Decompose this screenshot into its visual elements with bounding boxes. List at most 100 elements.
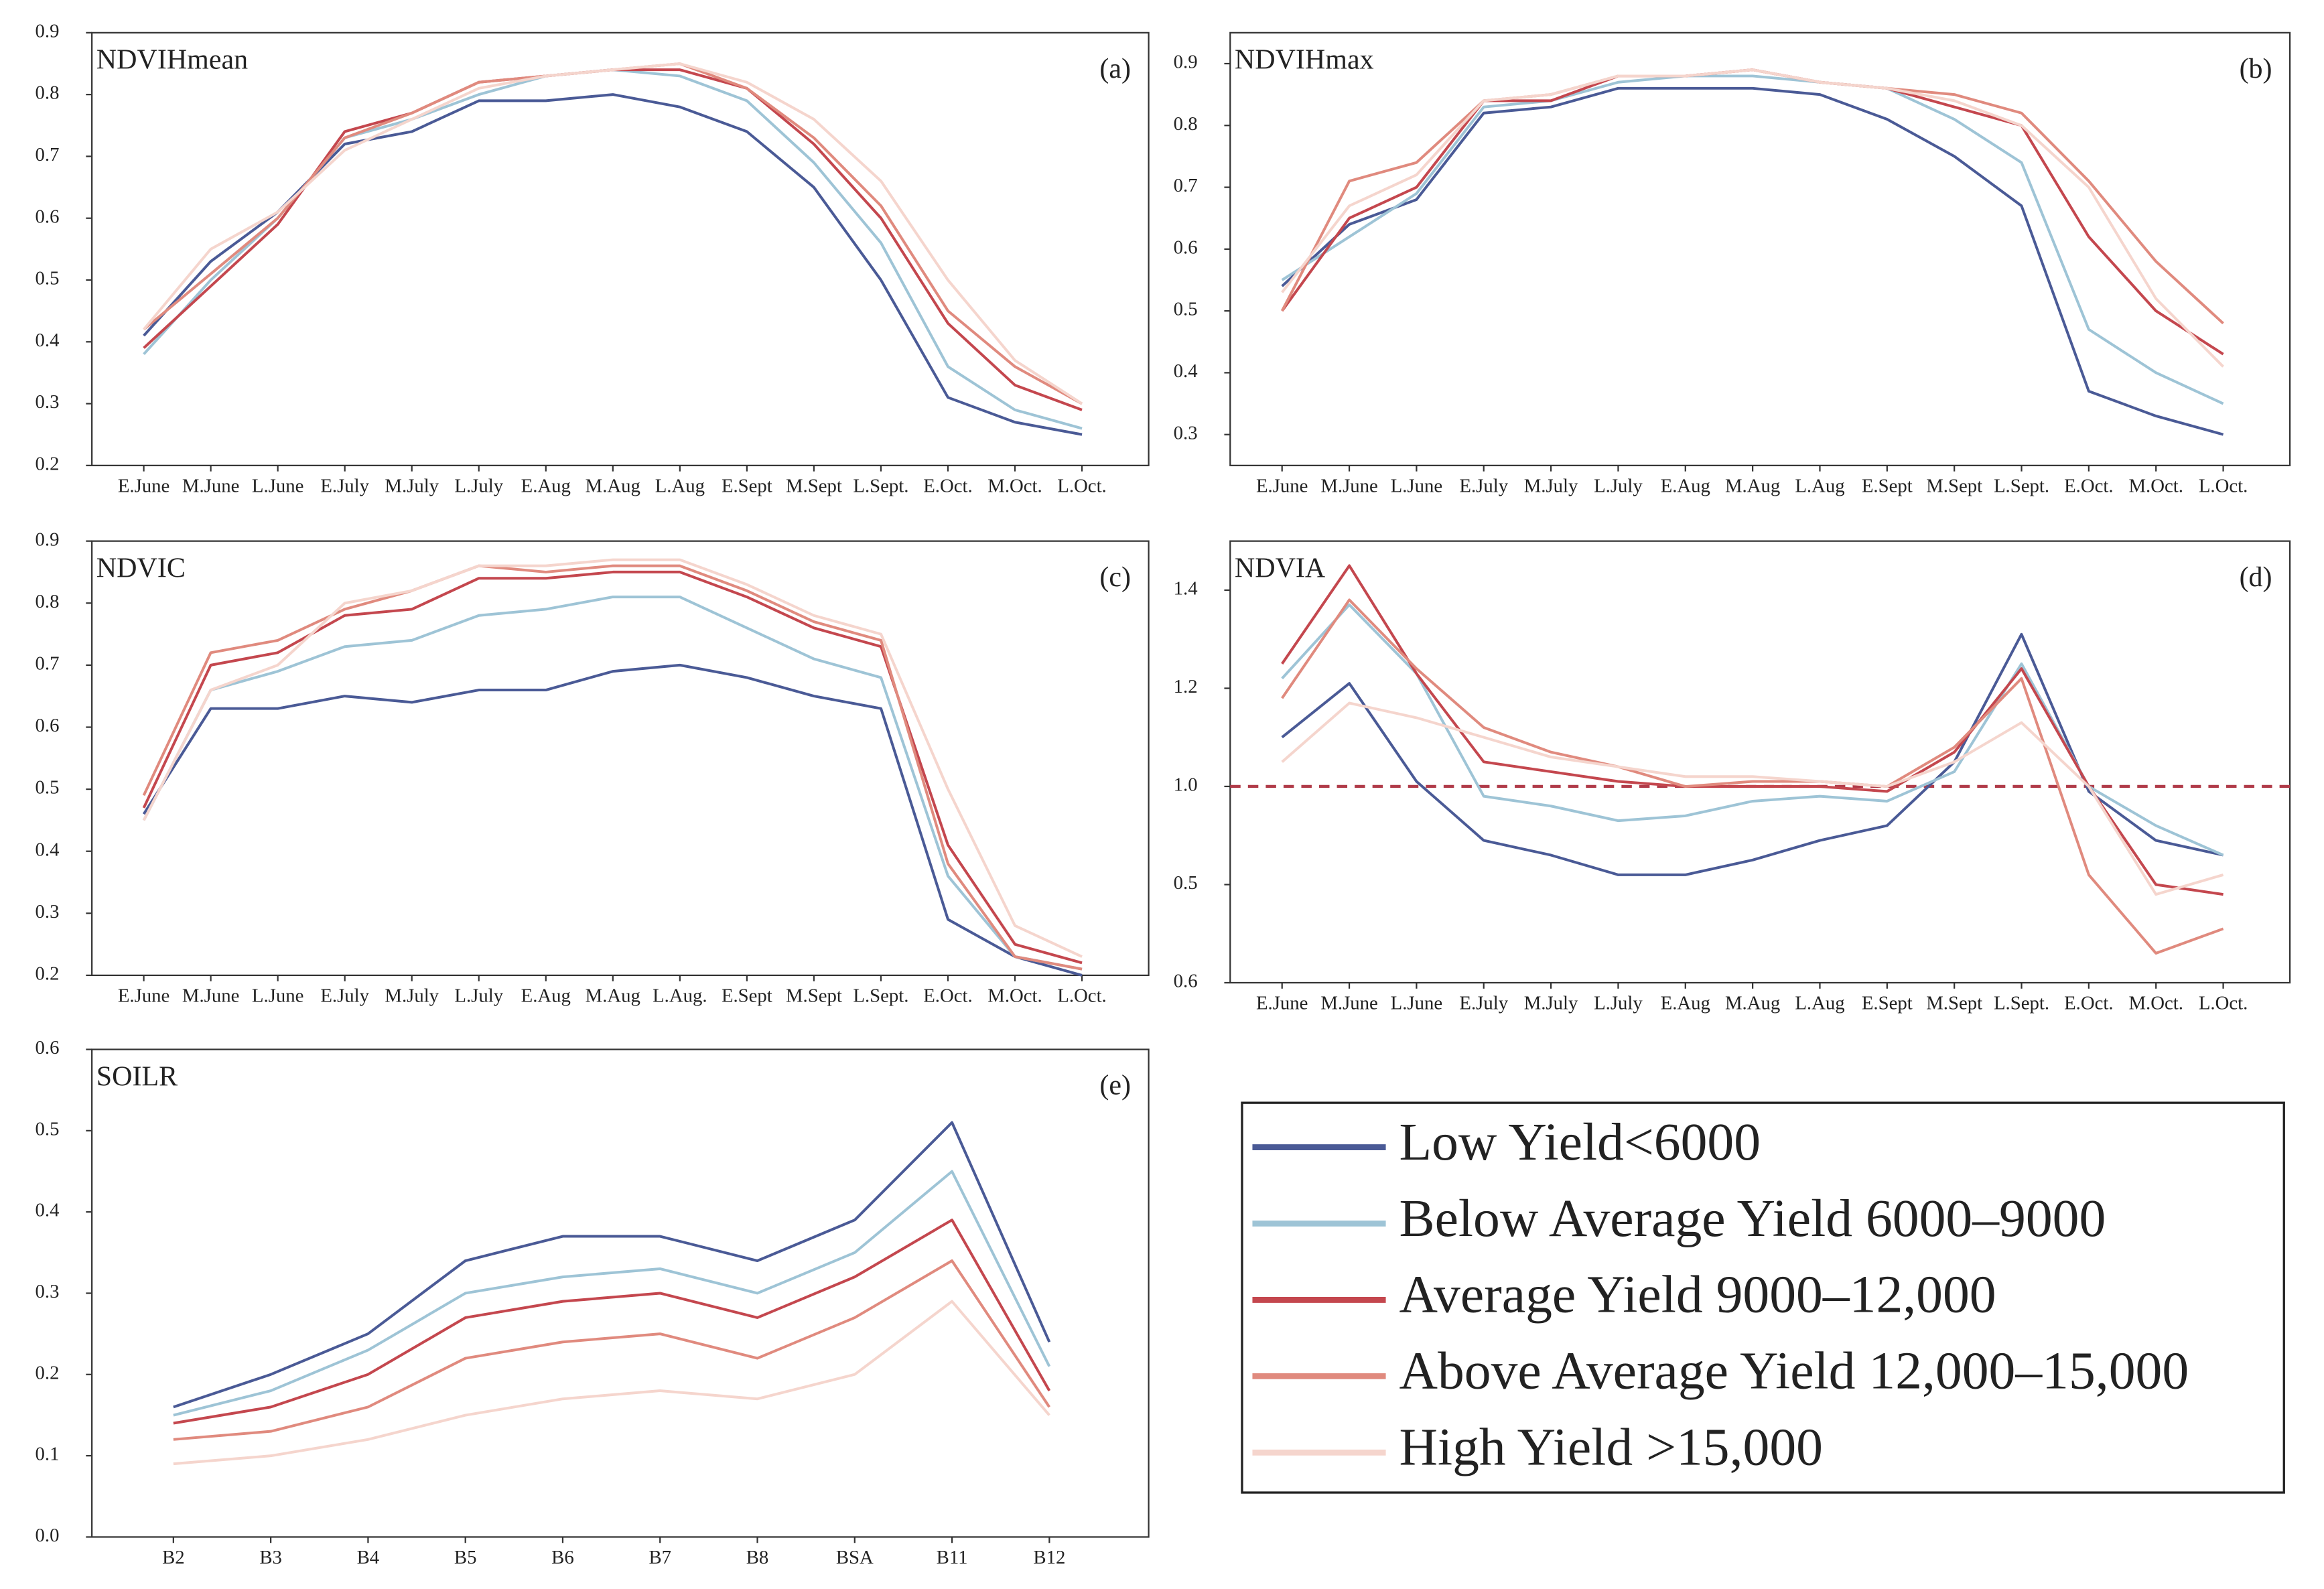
x-tick-label: M.Sept [786, 985, 842, 1007]
series-line [1280, 68, 2224, 325]
y-tick-label: 0.0 [36, 1525, 60, 1546]
legend-label: High Yield >15,000 [1399, 1418, 1823, 1477]
y-tick-label: 1.4 [1174, 578, 1198, 600]
x-tick-label: M.Oct. [2128, 993, 2183, 1014]
x-tick-label: L.Oct. [1057, 476, 1106, 497]
x-tick-label: B4 [357, 1547, 380, 1568]
x-tick-label: M.Oct. [987, 476, 1042, 497]
y-tick-label: 0.6 [1174, 236, 1198, 258]
y-tick-label: 1.0 [1174, 774, 1198, 796]
y-tick-label: 0.8 [36, 82, 60, 104]
series-line [1281, 564, 2224, 896]
x-tick-label: E.June [1256, 993, 1308, 1014]
x-tick-label: L.Oct. [2199, 993, 2248, 1014]
series-line [173, 1259, 1051, 1441]
series-line [1281, 74, 2224, 405]
series-line [173, 1300, 1050, 1466]
series-line [142, 596, 1083, 971]
panel-title: SOILR [96, 1061, 178, 1092]
x-tick-label: M.June [1320, 476, 1377, 497]
series-line [143, 62, 1083, 405]
y-tick-label: 0.6 [36, 1037, 60, 1058]
y-tick-label: 0.7 [36, 652, 60, 674]
x-tick-label: M.Aug [1725, 993, 1780, 1014]
x-tick-label: E.Aug [1661, 993, 1710, 1014]
series-line [142, 570, 1083, 965]
y-tick-label: 0.7 [36, 144, 60, 165]
series-line [1281, 701, 2224, 896]
x-tick-label: L.June [1391, 993, 1442, 1014]
x-tick-label: B12 [1033, 1547, 1065, 1568]
y-tick-label: 0.6 [1174, 971, 1198, 992]
y-tick-label: 0.9 [1174, 52, 1198, 73]
panel-label: (b) [2240, 54, 2272, 84]
x-tick-label: L.Sept. [1994, 993, 2049, 1014]
y-tick-label: 0.3 [36, 391, 60, 413]
x-tick-label: E.Sept [722, 985, 772, 1007]
y-tick-label: 0.6 [36, 715, 60, 736]
x-tick-label: M.June [182, 476, 239, 497]
x-tick-label: L.Oct. [2199, 476, 2248, 497]
series-line [142, 558, 1083, 958]
x-tick-label: M.July [1524, 993, 1578, 1014]
x-tick-label: M.Aug [586, 476, 640, 497]
legend-label: Below Average Yield 6000–9000 [1399, 1189, 2106, 1248]
x-tick-label: E.Sept [1862, 993, 1913, 1014]
y-tick-label: 0.9 [36, 20, 60, 42]
y-tick-label: 0.4 [36, 1200, 60, 1221]
y-tick-label: 1.2 [1174, 676, 1198, 697]
x-tick-label: M.June [1320, 993, 1377, 1014]
x-tick-label: L.July [1594, 476, 1643, 497]
x-tick-label: B7 [648, 1547, 671, 1568]
legend-label: Average Yield 9000–12,000 [1399, 1265, 1996, 1324]
y-tick-label: 0.5 [36, 777, 60, 799]
x-tick-label: E.June [118, 476, 169, 497]
series-line [142, 564, 1083, 971]
x-tick-label: E.June [118, 985, 169, 1007]
x-tick-label: B11 [937, 1547, 968, 1568]
x-tick-label: M.July [385, 476, 439, 497]
x-tick-label: E.July [320, 985, 369, 1007]
series-line [143, 68, 1083, 430]
y-tick-label: 0.9 [36, 529, 60, 550]
series-line [173, 1121, 1051, 1409]
panel-title: NDVIHmax [1235, 45, 1374, 76]
y-tick-label: 0.7 [1174, 175, 1198, 196]
x-tick-label: B2 [162, 1547, 185, 1568]
x-tick-label: E.Aug [521, 476, 571, 497]
legend-label: Low Yield<6000 [1399, 1113, 1761, 1172]
panel-title: NDVIHmean [96, 45, 248, 76]
series-line [173, 1219, 1051, 1425]
x-tick-label: L.July [1594, 993, 1643, 1014]
y-tick-label: 0.5 [1174, 872, 1198, 894]
x-tick-label: M.Sept [1926, 993, 1982, 1014]
y-tick-label: 0.4 [1174, 360, 1198, 382]
x-tick-label: E.Oct. [2064, 993, 2113, 1014]
x-tick-label: E.July [1459, 993, 1508, 1014]
x-tick-label: M.Aug [586, 985, 640, 1007]
x-tick-label: L.Aug. [653, 985, 707, 1007]
x-tick-label: B5 [454, 1547, 477, 1568]
y-tick-label: 0.1 [36, 1444, 60, 1465]
x-tick-label: E.June [1256, 476, 1308, 497]
x-tick-label: M.July [1524, 476, 1578, 497]
plot-frame [1229, 540, 2291, 984]
y-tick-label: 0.2 [36, 963, 60, 985]
y-tick-label: 0.8 [1174, 113, 1198, 135]
x-tick-label: E.Aug [521, 985, 571, 1007]
series-line [1281, 603, 2224, 857]
x-tick-label: M.Sept [786, 476, 842, 497]
y-tick-label: 0.3 [36, 1281, 60, 1302]
panel-title: NDVIC [96, 553, 186, 584]
panel-label: (c) [1099, 562, 1131, 593]
y-tick-label: 0.4 [36, 330, 60, 351]
x-tick-label: L.Aug [655, 476, 705, 497]
series-line [1281, 598, 2224, 955]
x-tick-label: M.Sept [1926, 476, 1982, 497]
panel-label: (e) [1099, 1070, 1131, 1101]
x-tick-label: L.Oct. [1057, 985, 1106, 1007]
plot-frame [91, 31, 1150, 466]
y-tick-label: 0.2 [36, 453, 60, 474]
